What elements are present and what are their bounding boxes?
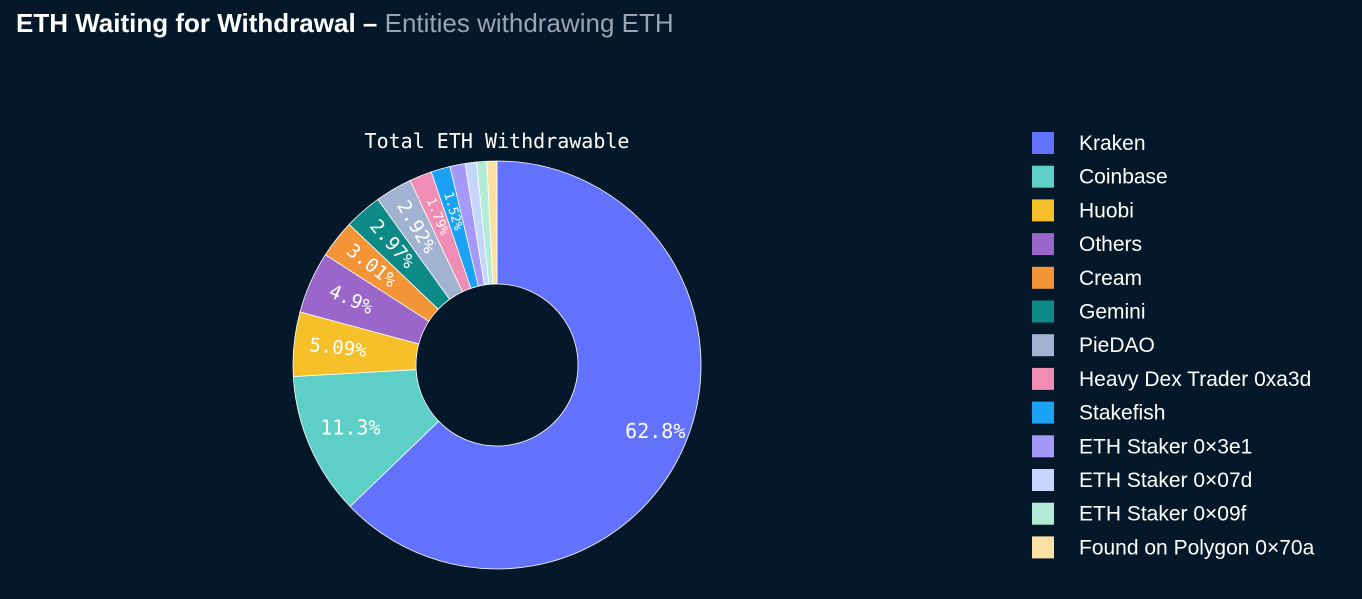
legend-label: Found on Polygon 0×70a bbox=[1079, 536, 1315, 559]
legend-label: Heavy Dex Trader 0xa3d bbox=[1079, 368, 1311, 391]
legend-swatch bbox=[1032, 132, 1054, 154]
legend-swatch bbox=[1032, 502, 1054, 525]
title-separator: – bbox=[362, 8, 378, 38]
legend-item-kraken[interactable]: Kraken bbox=[1032, 132, 1146, 155]
legend-swatch bbox=[1032, 435, 1054, 458]
legend-swatch bbox=[1032, 469, 1054, 491]
legend-item-eth-staker-0-07d[interactable]: ETH Staker 0×07d bbox=[1032, 469, 1252, 492]
legend-label: PieDAO bbox=[1079, 334, 1155, 357]
legend-label: ETH Staker 0×3e1 bbox=[1079, 435, 1252, 458]
slice-label-kraken: 62.8% bbox=[625, 419, 685, 443]
legend-label: Gemini bbox=[1079, 301, 1146, 324]
legend-swatch bbox=[1032, 233, 1054, 256]
legend-swatch bbox=[1032, 266, 1054, 289]
legend-swatch bbox=[1032, 401, 1054, 424]
legend-item-heavy-dex-trader-0xa3d[interactable]: Heavy Dex Trader 0xa3d bbox=[1032, 367, 1311, 391]
legend-swatch bbox=[1032, 334, 1054, 357]
legend-label: Coinbase bbox=[1079, 166, 1168, 189]
legend-item-huobi[interactable]: Huobi bbox=[1032, 199, 1134, 222]
slice-found-on-polygon-0-70a[interactable] bbox=[486, 160, 498, 285]
legend-label: Others bbox=[1079, 233, 1142, 256]
legend-item-found-on-polygon-0-70a[interactable]: Found on Polygon 0×70a bbox=[1032, 536, 1315, 559]
legend-item-others[interactable]: Others bbox=[1032, 233, 1142, 256]
page-title: ETH Waiting for Withdrawal bbox=[16, 8, 356, 38]
legend-item-coinbase[interactable]: Coinbase bbox=[1032, 165, 1168, 189]
legend-item-eth-staker-0-3e1[interactable]: ETH Staker 0×3e1 bbox=[1032, 435, 1252, 458]
slice-label-coinbase: 11.3% bbox=[320, 416, 380, 440]
slice-kraken[interactable] bbox=[349, 160, 702, 570]
page-header: ETH Waiting for Withdrawal – Entities wi… bbox=[16, 6, 674, 40]
legend-swatch bbox=[1032, 199, 1054, 222]
legend-label: Kraken bbox=[1079, 132, 1146, 155]
legend-item-gemini[interactable]: Gemini bbox=[1032, 300, 1146, 324]
legend-swatch bbox=[1032, 536, 1054, 559]
legend-label: Huobi bbox=[1079, 199, 1134, 222]
legend-swatch bbox=[1032, 165, 1054, 188]
legend-item-stakefish[interactable]: Stakefish bbox=[1032, 401, 1165, 425]
legend-label: ETH Staker 0×09f bbox=[1079, 503, 1247, 526]
legend-item-cream[interactable]: Cream bbox=[1032, 266, 1142, 290]
slice-coinbase[interactable] bbox=[292, 369, 440, 508]
legend-item-eth-staker-0-09f[interactable]: ETH Staker 0×09f bbox=[1032, 502, 1247, 526]
chart-slices bbox=[292, 160, 702, 570]
legend-swatch bbox=[1032, 300, 1054, 323]
legend-label: Stakefish bbox=[1079, 402, 1165, 425]
chart-legend: Kraken Coinbase Huobi Others Cream Gemini PieD… bbox=[1032, 132, 1315, 559]
legend-label: ETH Staker 0×07d bbox=[1079, 469, 1252, 492]
legend-label: Cream bbox=[1079, 267, 1142, 290]
legend-item-piedao[interactable]: PieDAO bbox=[1032, 334, 1155, 357]
legend-swatch bbox=[1032, 367, 1054, 390]
chart-title: Total ETH Withdrawable bbox=[365, 129, 630, 153]
page-subtitle: Entities withdrawing ETH bbox=[384, 8, 674, 38]
